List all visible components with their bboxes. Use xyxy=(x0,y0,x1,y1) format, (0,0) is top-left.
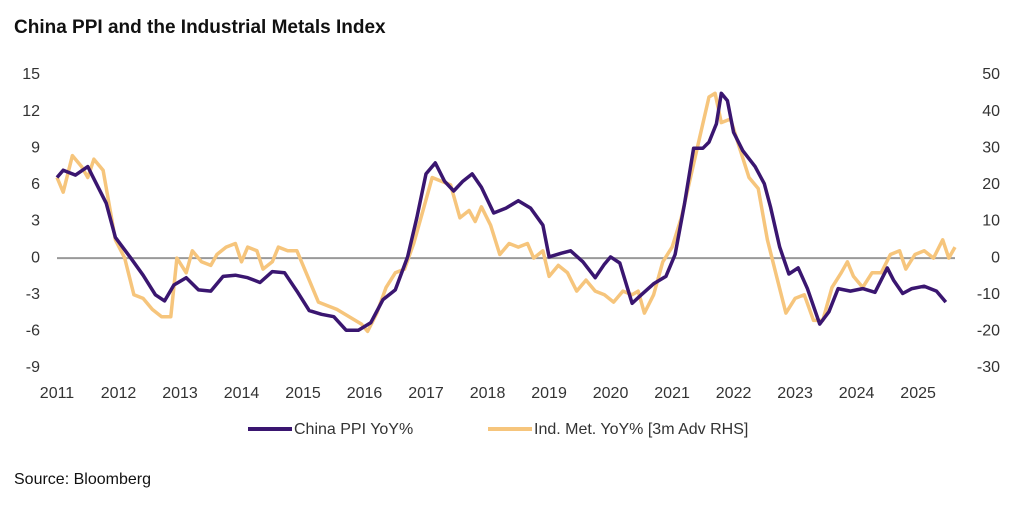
y-tick-label: 12 xyxy=(22,103,40,120)
source-note: Source: Bloomberg xyxy=(14,471,151,488)
y-tick-label: 15 xyxy=(22,66,40,83)
legend-label: Ind. Met. YoY% [3m Adv RHS] xyxy=(534,421,748,438)
y2-tick-label: -30 xyxy=(977,359,1000,376)
y2-tick-label: -20 xyxy=(977,323,1000,340)
y-tick-label: -3 xyxy=(26,286,40,303)
x-tick-label: 2020 xyxy=(593,385,629,402)
y2-tick-label: 10 xyxy=(982,213,1000,230)
y-tick-label: 9 xyxy=(31,139,40,156)
x-tick-label: 2025 xyxy=(900,385,936,402)
x-tick-label: 2012 xyxy=(101,385,137,402)
y-tick-label: 6 xyxy=(31,176,40,193)
y-tick-label: -9 xyxy=(26,359,40,376)
chart-title: China PPI and the Industrial Metals Inde… xyxy=(14,17,386,38)
x-tick-label: 2018 xyxy=(470,385,506,402)
x-tick-label: 2019 xyxy=(531,385,567,402)
y-tick-label: 0 xyxy=(31,249,40,266)
legend-label: China PPI YoY% xyxy=(294,421,413,438)
x-tick-label: 2024 xyxy=(839,385,875,402)
series-line xyxy=(55,91,948,332)
x-tick-label: 2016 xyxy=(347,385,383,402)
x-tick-label: 2023 xyxy=(777,385,813,402)
x-tick-label: 2022 xyxy=(716,385,752,402)
x-tick-label: 2013 xyxy=(162,385,198,402)
y2-tick-label: -10 xyxy=(977,286,1000,303)
x-tick-label: 2021 xyxy=(654,385,690,402)
y2-tick-label: 50 xyxy=(982,66,1000,83)
y-tick-label: 3 xyxy=(31,213,40,230)
y-tick-label: -6 xyxy=(26,323,40,340)
x-tick-label: 2017 xyxy=(408,385,444,402)
y2-tick-label: 30 xyxy=(982,139,1000,156)
series-line xyxy=(55,91,957,334)
x-tick-label: 2014 xyxy=(224,385,260,402)
y2-tick-label: 40 xyxy=(982,103,1000,120)
x-tick-label: 2015 xyxy=(285,385,321,402)
y2-tick-label: 0 xyxy=(991,249,1000,266)
x-tick-label: 2011 xyxy=(40,385,75,402)
y2-tick-label: 20 xyxy=(982,176,1000,193)
